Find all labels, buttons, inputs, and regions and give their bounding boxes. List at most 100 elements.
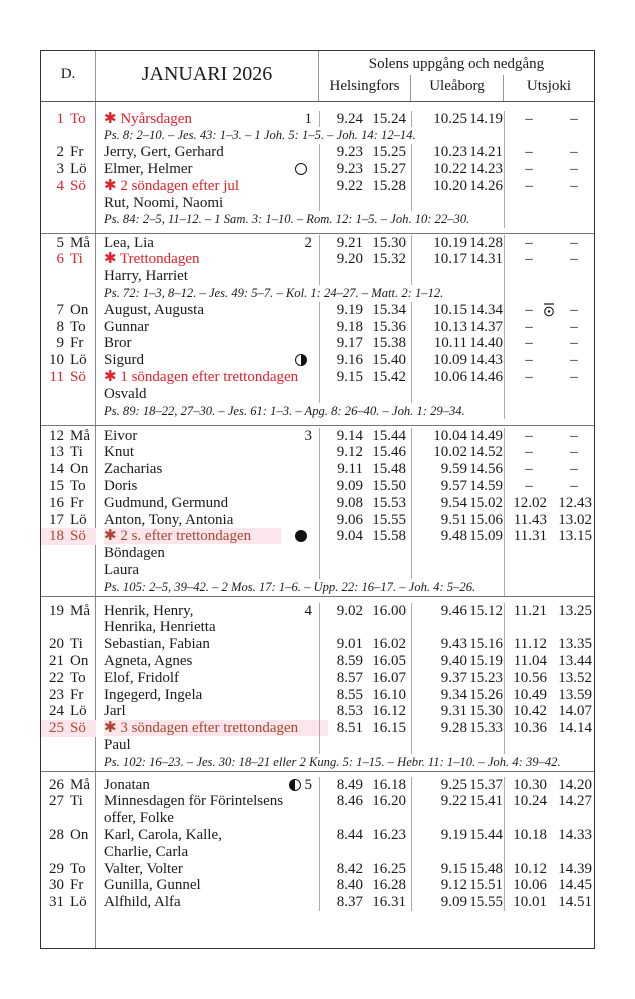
day-cell: 3 Lö xyxy=(41,161,96,178)
reading-row: Ps. 105: 2–5, 39–42. – 2 Mos. 17: 1–6. –… xyxy=(41,578,594,596)
uleaborg-times xyxy=(411,619,504,637)
sunset-time: 15.44 xyxy=(469,826,503,843)
name-day-text: Harry, Harriet xyxy=(104,268,188,285)
uleaborg-times: 10.23 14.21 xyxy=(411,144,504,161)
sunrise-time: 9.31 xyxy=(440,703,467,720)
sunset-time: 15.50 xyxy=(372,477,406,494)
day-cell: 11 Sö xyxy=(41,369,96,386)
name-cell: Zacharias xyxy=(96,461,319,478)
day-cell: 12 Må xyxy=(41,428,96,445)
sunset-time: 15.36 xyxy=(372,318,406,335)
weekday: On xyxy=(70,826,89,843)
name-cell: ✱ Nyårsdagen 1 xyxy=(96,111,319,128)
name-cell: Gunnar xyxy=(96,319,319,336)
day-row: 7 On August, Augusta 9.19 15.34 10.15 14.34– – xyxy=(41,301,594,319)
weekday: Lö xyxy=(70,352,87,369)
day-cell: 13 Ti xyxy=(41,444,96,461)
weekday: To xyxy=(70,110,86,127)
sunrise-time: – xyxy=(525,177,533,194)
uleaborg-times: 9.34 15.26 xyxy=(411,686,504,704)
utsjoki-times xyxy=(504,619,594,637)
sunrise-time: – xyxy=(525,234,533,251)
name-cell: Elof, Fridolf xyxy=(96,670,319,687)
helsingfors-times xyxy=(319,561,411,579)
sunset-time: 15.27 xyxy=(372,160,406,177)
sunset-time: – xyxy=(570,318,578,335)
sunrise-time: 9.57 xyxy=(440,477,467,494)
sunset-time: 14.27 xyxy=(558,793,592,810)
sunset-time: 14.46 xyxy=(469,368,503,385)
helsingfors-times: 9.17 15.38 xyxy=(319,335,411,353)
utsjoki-cell xyxy=(504,211,594,229)
sunrise-time: 8.53 xyxy=(336,703,363,720)
helsingfors-times: 8.46 16.20 xyxy=(319,793,411,811)
name-cell: Sebastian, Fabian xyxy=(96,636,319,653)
uleaborg-times: 10.19 14.28 xyxy=(411,234,504,252)
name-day-text: August, Augusta xyxy=(104,301,205,318)
sunrise-time: 9.37 xyxy=(440,669,467,686)
day-number: 19 xyxy=(49,602,64,619)
name-cell: offer, Folke xyxy=(96,810,319,827)
sunset-time: 15.25 xyxy=(372,144,406,161)
sunrise-time: 10.20 xyxy=(433,177,467,194)
day-number: 13 xyxy=(49,444,64,461)
sunset-time: – xyxy=(570,477,578,494)
sunrise-time: 9.54 xyxy=(440,494,467,511)
city-helsingfors: Helsingfors xyxy=(329,78,400,94)
utsjoki-times: – – xyxy=(504,110,594,128)
sunrise-time: – xyxy=(525,335,533,352)
sunset-time: – xyxy=(570,177,578,194)
sunrise-time: 9.21 xyxy=(336,234,363,251)
full-moon-icon xyxy=(295,162,307,175)
uleaborg-times xyxy=(411,561,504,579)
sunrise-time: 12.02 xyxy=(513,494,547,511)
sunset-time: 14.59 xyxy=(469,477,503,494)
uleaborg-times: 10.17 14.31 xyxy=(411,251,504,269)
name-cell: Osvald xyxy=(96,386,319,403)
week-block: 12 Må Eivor 3 9.14 15.44 10.04 14.49– –13 Ti Knut 9… xyxy=(41,426,594,597)
utsjoki-times: 10.36 14.14 xyxy=(504,720,594,737)
uleaborg-times: 9.15 15.48 xyxy=(411,860,504,878)
sunrise-time: 10.01 xyxy=(513,894,547,911)
day-cell: 6 Ti xyxy=(41,251,96,268)
name-cell: Karl, Carola, Kalle, xyxy=(96,827,319,844)
utsjoki-times xyxy=(504,385,594,403)
sunset-time: 15.32 xyxy=(372,251,406,268)
sunset-time: 13.35 xyxy=(558,636,592,653)
day-row: 12 Må Eivor 3 9.14 15.44 10.04 14.49– – xyxy=(41,427,594,445)
weekday: Må xyxy=(70,427,90,444)
sunset-time: 15.51 xyxy=(469,877,503,894)
utsjoki-times: – – xyxy=(504,144,594,161)
sunset-time: 15.06 xyxy=(469,511,503,528)
sunrise-time: 9.15 xyxy=(336,368,363,385)
scripture-reading: Ps. 8: 2–10. – Jes. 43: 1–3. – 1 Joh. 5:… xyxy=(104,128,416,143)
utsjoki-times: – – xyxy=(504,177,594,195)
sunrise-time: 10.25 xyxy=(433,110,467,127)
reading-row: Ps. 72: 1–3, 8–12. – Jes. 49: 5–7. – Kol… xyxy=(41,284,594,302)
day-cell: 27 Ti xyxy=(41,793,96,810)
weekday: To xyxy=(70,860,86,877)
utsjoki-times: 10.18 14.33 xyxy=(504,826,594,844)
scripture-reading: Ps. 72: 1–3, 8–12. – Jes. 49: 5–7. – Kol… xyxy=(104,285,444,300)
sunrise-time: 8.44 xyxy=(336,826,363,843)
day-row: 9 Fr Bror 9.17 15.38 10.11 14.40– – xyxy=(41,335,594,353)
name-day-text: ✱ 2 söndagen efter jul xyxy=(104,177,240,194)
day-number: 17 xyxy=(49,511,64,528)
sunrise-time: 8.46 xyxy=(336,793,363,810)
sunrise-time: 9.19 xyxy=(440,826,467,843)
sunset-time: 15.41 xyxy=(469,793,503,810)
reading-row: Ps. 102: 16–23. – Jes. 30: 18–21 eller 2… xyxy=(41,754,594,771)
name-cell: Jonatan 5 xyxy=(96,777,319,794)
uleaborg-times xyxy=(411,545,504,562)
sunset-time: 13.15 xyxy=(558,528,592,545)
sunrise-time: 8.42 xyxy=(336,860,363,877)
sunrise-time: 10.09 xyxy=(433,352,467,369)
name-day-text: Sigurd xyxy=(104,352,145,369)
weekday: Må xyxy=(70,602,90,619)
sunset-time: 15.53 xyxy=(372,494,406,511)
name-day-text: Doris xyxy=(104,477,138,494)
sunrise-time: 9.59 xyxy=(440,461,467,478)
uleaborg-times: 10.06 14.46 xyxy=(411,368,504,386)
sunset-time: 15.48 xyxy=(372,461,406,478)
name-cell: Ingegerd, Ingela xyxy=(96,687,319,704)
